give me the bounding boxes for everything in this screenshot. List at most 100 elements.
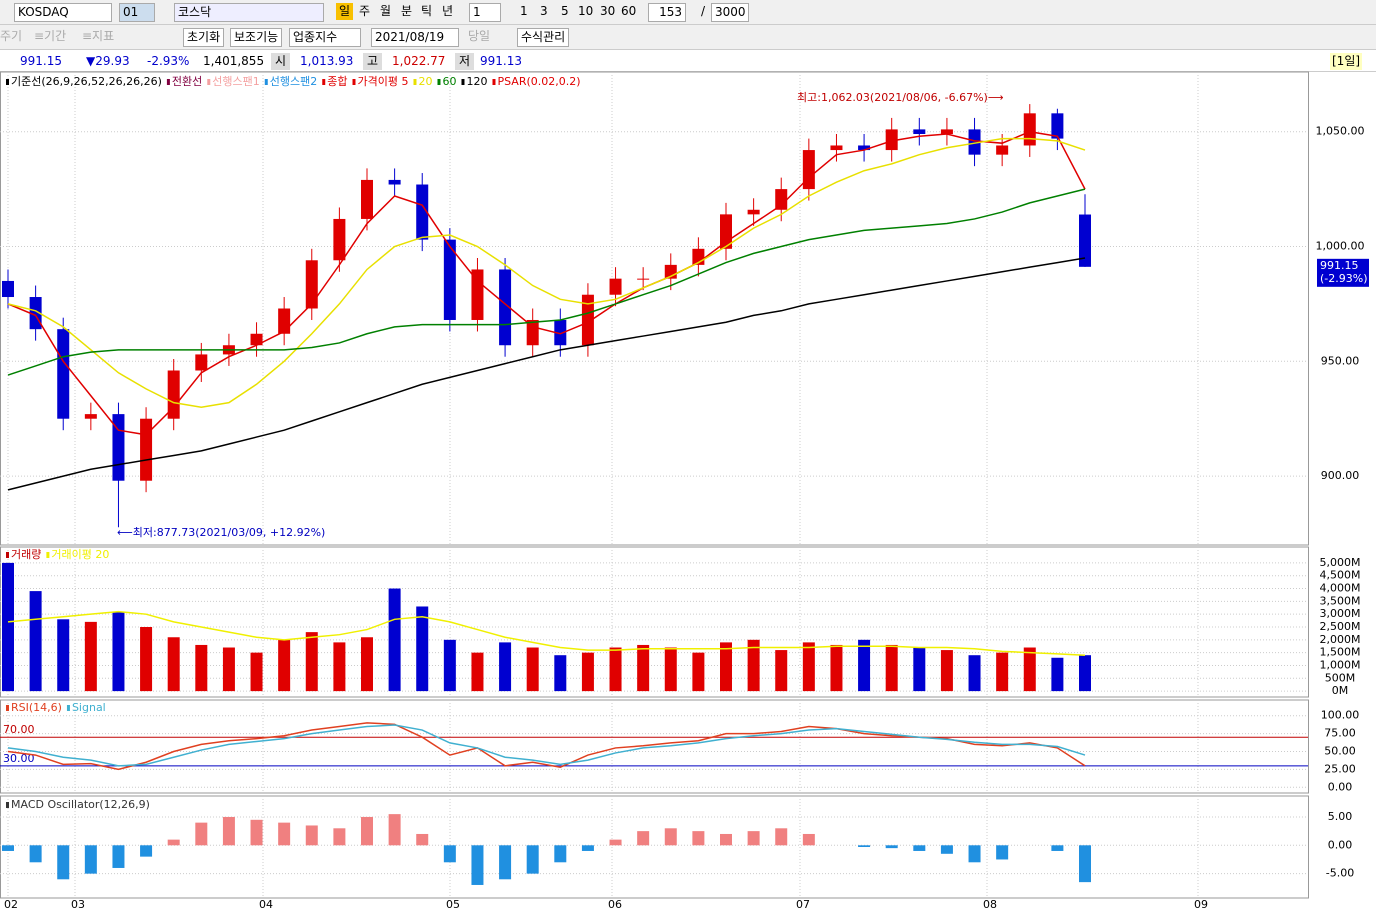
period-label: [1일]: [1330, 53, 1363, 70]
oscillator-bar: [333, 828, 346, 846]
candle: [554, 319, 567, 346]
label: 저: [455, 53, 475, 70]
legend-label: RSI(14,6): [11, 701, 62, 714]
legend-label: Signal: [72, 701, 106, 714]
legend-swatch: [66, 705, 70, 711]
oscillator-bar: [858, 845, 871, 847]
candle: [250, 333, 263, 346]
series-line: [7, 257, 1086, 491]
level-label: 30.00: [3, 752, 35, 765]
oscillator-bar: [278, 822, 291, 846]
minute[interactable]: 10: [578, 4, 594, 18]
oscillator-bar: [1079, 845, 1091, 883]
volume-bar: [499, 642, 512, 692]
candle: [526, 319, 539, 346]
period[interactable]: 주: [359, 4, 371, 18]
symbol[interactable]: KOSDAQ: [14, 3, 112, 22]
today[interactable]: 당일: [468, 29, 491, 43]
panel: [0, 795, 1309, 899]
period[interactable]: 분: [401, 4, 413, 18]
minute[interactable]: 60: [621, 4, 637, 18]
minute[interactable]: 5: [561, 4, 569, 18]
unit[interactable]: 1: [469, 3, 501, 22]
y-tick-label: 1,500M: [1320, 646, 1361, 659]
oscillator-bar: [57, 845, 70, 880]
last-rate: (-2.93%): [1320, 272, 1368, 285]
candle: [1079, 214, 1091, 267]
label: 시: [271, 53, 291, 70]
volume-bar: [250, 652, 263, 692]
volume-bar: [29, 591, 42, 692]
y-tick-label: 5.00: [1328, 810, 1353, 823]
period[interactable]: 월: [380, 4, 392, 18]
volume-bar: [416, 606, 429, 692]
period[interactable]: 년: [442, 4, 454, 18]
legend-swatch: [6, 552, 9, 558]
series-line: [7, 724, 1086, 767]
minute[interactable]: 1: [520, 4, 528, 18]
candle: [581, 294, 594, 346]
minute[interactable]: 30: [600, 4, 616, 18]
quote: 991.15 ▼29.93 -2.93% 1,401,855 시 1,013.9…: [0, 52, 1376, 72]
y-tick-label: 100.00: [1321, 709, 1360, 722]
y-tick-label: 4,000M: [1320, 582, 1361, 595]
oscillator-bar: [664, 828, 677, 846]
y-tick-label: 0.00: [1328, 838, 1353, 851]
oscillator-bar: [968, 845, 981, 863]
period-day[interactable]: 일: [336, 3, 354, 20]
candle: [443, 239, 456, 320]
oscillator-bar: [637, 831, 650, 846]
oscillator-bar: [140, 845, 153, 857]
volume-bar: [2, 562, 14, 692]
y-tick-label: 3,500M: [1320, 594, 1361, 607]
button[interactable]: 수식관리: [517, 28, 570, 47]
legend-label: 60: [442, 75, 456, 88]
y-tick-label: 5,000M: [1320, 556, 1361, 569]
count[interactable]: 153: [648, 3, 686, 22]
volume-bar: [747, 639, 760, 692]
oscillator-bar: [720, 833, 732, 846]
legend-swatch: [264, 79, 268, 85]
x-tick-label: 07: [796, 898, 810, 911]
max-count[interactable]: 3000: [711, 3, 749, 22]
y-tick-label: 50.00: [1324, 745, 1356, 758]
candle: [1051, 113, 1064, 139]
y-tick-label: 1,000.00: [1316, 240, 1365, 253]
volume-bar: [775, 650, 788, 692]
button[interactable]: 보조기능: [230, 28, 283, 47]
oscillator-bar: [609, 839, 622, 846]
minute[interactable]: 3: [540, 4, 548, 18]
oscillator-bar: [222, 816, 235, 846]
series-line: [7, 610, 1086, 656]
y-tick-label: 1,050.00: [1316, 125, 1365, 138]
legend-swatch: [437, 79, 441, 85]
low: 991.13: [480, 54, 522, 68]
volume-bar: [968, 655, 981, 692]
y-tick-label: 4,500M: [1320, 569, 1361, 582]
button[interactable]: 업종지수: [289, 28, 361, 47]
period[interactable]: 틱: [421, 4, 433, 18]
x-tick-label: 06: [608, 898, 622, 911]
candle: [416, 184, 429, 240]
y-tick-label: 2,500M: [1320, 620, 1361, 633]
last-price: 991.15: [1320, 259, 1359, 272]
legend-swatch: [352, 79, 356, 85]
oscillator-bar: [471, 845, 484, 885]
legend-swatch: [166, 79, 170, 85]
volume-bar: [388, 588, 401, 692]
oscillator-bar: [443, 845, 456, 863]
candle: [388, 179, 401, 185]
tab[interactable]: ≡지표: [82, 29, 115, 43]
tab[interactable]: ≡기간: [34, 29, 67, 43]
volume-bar: [471, 652, 484, 692]
legend-swatch: [6, 705, 9, 711]
date[interactable]: 2021/08/19: [371, 28, 459, 47]
annotation: ⟵최저:877.73(2021/03/09, +12.92%): [117, 526, 325, 539]
button[interactable]: 초기화: [183, 28, 225, 47]
price: 991.15: [20, 54, 62, 68]
tab[interactable]: 주기: [0, 29, 23, 43]
candle: [305, 260, 318, 309]
legend-swatch: [492, 79, 496, 85]
code[interactable]: 01: [119, 3, 155, 22]
